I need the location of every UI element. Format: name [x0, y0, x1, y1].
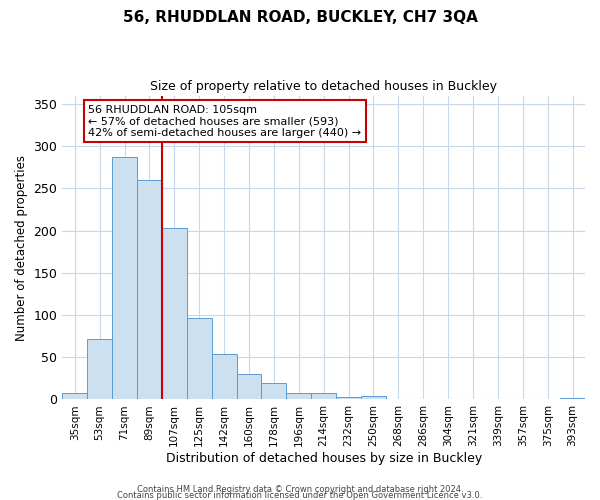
Bar — [112, 157, 137, 400]
Bar — [560, 398, 585, 400]
Text: Contains public sector information licensed under the Open Government Licence v3: Contains public sector information licen… — [118, 490, 482, 500]
Bar — [286, 392, 311, 400]
Y-axis label: Number of detached properties: Number of detached properties — [15, 154, 28, 340]
Text: 56 RHUDDLAN ROAD: 105sqm
← 57% of detached houses are smaller (593)
42% of semi-: 56 RHUDDLAN ROAD: 105sqm ← 57% of detach… — [88, 104, 362, 138]
Bar — [62, 392, 87, 400]
Bar — [311, 392, 336, 400]
Bar — [212, 354, 236, 400]
Bar — [87, 338, 112, 400]
Bar — [187, 318, 212, 400]
Text: Contains HM Land Registry data © Crown copyright and database right 2024.: Contains HM Land Registry data © Crown c… — [137, 484, 463, 494]
Bar — [137, 180, 162, 400]
Bar — [236, 374, 262, 400]
X-axis label: Distribution of detached houses by size in Buckley: Distribution of detached houses by size … — [166, 452, 482, 465]
Bar — [361, 396, 386, 400]
Title: Size of property relative to detached houses in Buckley: Size of property relative to detached ho… — [150, 80, 497, 93]
Text: 56, RHUDDLAN ROAD, BUCKLEY, CH7 3QA: 56, RHUDDLAN ROAD, BUCKLEY, CH7 3QA — [122, 10, 478, 25]
Bar — [162, 228, 187, 400]
Bar — [336, 397, 361, 400]
Bar — [262, 382, 286, 400]
